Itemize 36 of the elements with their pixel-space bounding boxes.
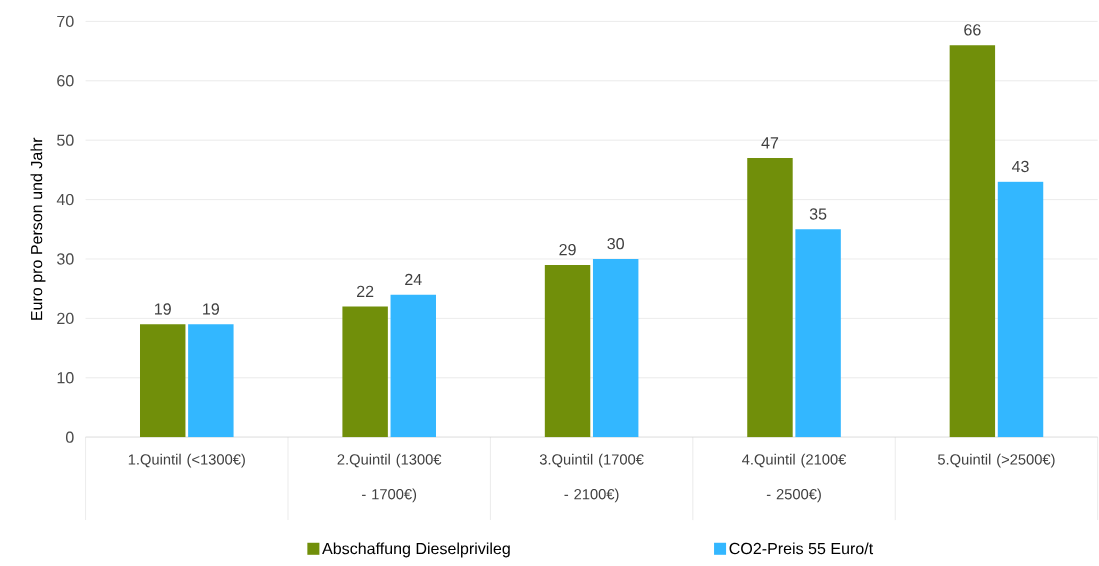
y-tick-label: 0: [65, 431, 74, 444]
legend-label: Abschaffung Dieselprivileg: [322, 542, 510, 558]
data-label: 22: [357, 285, 374, 298]
data-label: 35: [809, 208, 827, 220]
data-label: 43: [1011, 161, 1029, 173]
data-label: 29: [559, 244, 576, 256]
x-tick-label: 5.Quintil (>2500€): [937, 454, 1055, 468]
category-label: 3.Quintil (1700€ - 2100€): [539, 454, 644, 503]
y-tick-label: 50: [57, 134, 74, 147]
bar: [139, 324, 186, 438]
y-tick-label: 60: [57, 75, 74, 87]
y-tick-label: 70: [57, 15, 74, 28]
y-tick-label: 10: [57, 372, 74, 384]
legend-label: CO2-Preis 55 Euro/t: [729, 542, 874, 555]
bar: [997, 182, 1044, 438]
data-label: 19: [155, 303, 171, 315]
bar: [592, 259, 639, 438]
y-tick-label: 40: [56, 194, 74, 206]
y-tick-label: 20: [57, 312, 74, 325]
bar: [795, 229, 841, 438]
bar: [188, 324, 234, 438]
data-label: 30: [607, 238, 624, 250]
category-label: 4.Quintil (2100€ - 2500€): [742, 454, 847, 503]
bar: [342, 306, 388, 438]
data-label: 19: [203, 303, 219, 315]
x-tick-label: 1.Quintil (<1300€): [128, 454, 245, 468]
bar: [544, 265, 591, 438]
bar: [390, 294, 436, 438]
bar: [747, 158, 793, 438]
bar: [949, 45, 996, 438]
data-label: 24: [405, 274, 422, 286]
data-label: 66: [964, 24, 981, 36]
data-label: 47: [761, 137, 779, 149]
y-tick-label: 30: [57, 253, 74, 265]
category-label: 2.Quintil (1300€ - 1700€): [337, 454, 442, 503]
y-axis-title: Euro pro Person und Jahr: [30, 137, 46, 321]
